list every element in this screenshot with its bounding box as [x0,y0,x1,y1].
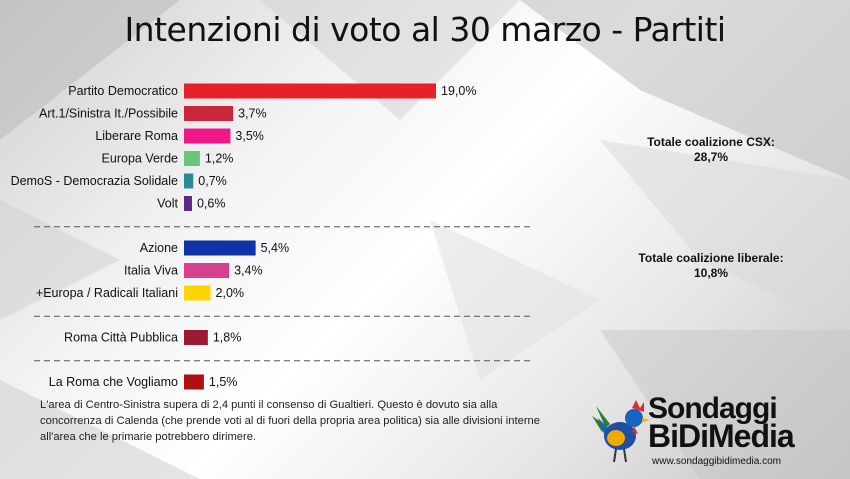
bar [184,374,204,390]
bar [184,106,234,121]
bar [184,196,192,211]
csx-total-label: Totale coalizione CSX: [647,135,775,149]
bidimedia-logo[interactable]: Sondaggi BiDiMedia www.sondaggibidimedia… [590,392,845,472]
category-label: Liberare Roma [95,129,178,143]
liberal-total: Totale coalizione liberale: 10,8% [621,251,801,281]
bar [184,128,231,144]
category-label: Europa Verde [102,152,178,166]
bar [184,330,208,345]
data-label: 3,4% [234,264,262,278]
data-label: 1,8% [213,331,242,345]
bar [184,83,436,99]
footnote: L'area di Centro-Sinistra supera di 2,4 … [40,399,540,443]
category-label: DemoS - Democrazia Solidale [11,174,178,188]
logo-url[interactable]: www.sondaggibidimedia.com [652,456,781,467]
bar [184,240,256,256]
logo-text-line1: Sondaggi [648,392,778,425]
page-title: Intenzioni di voto al 30 marzo - Partiti [124,10,726,49]
csx-total-value: 28,7% [693,150,729,164]
bar [184,151,200,166]
data-label: 0,7% [198,174,227,188]
category-label: Italia Viva [124,264,178,278]
liberal-total-value: 10,8% [693,266,729,280]
category-label: La Roma che Vogliamo [49,375,178,389]
data-label: 19,0% [441,84,476,98]
bar [184,285,211,301]
data-label: 1,2% [205,152,234,166]
data-label: 5,4% [261,241,290,255]
category-label: +Europa / Radicali Italiani [36,286,178,300]
rooster-icon [592,400,650,463]
data-label: 2,0% [216,286,245,300]
logo-text-line2: BiDiMedia [648,418,795,454]
bar [184,263,230,278]
data-label: 0,6% [197,197,226,211]
data-label: 3,7% [238,107,266,121]
category-label: Roma Città Pubblica [64,331,178,345]
category-label: Art.1/Sinistra It./Possibile [39,107,178,121]
category-label: Azione [140,241,178,255]
data-label: 3,5% [235,129,264,143]
category-label: Volt [157,197,178,211]
bar [184,173,194,189]
data-label: 1,5% [209,375,238,389]
csx-total: Totale coalizione CSX: 28,7% [621,135,801,165]
category-label: Partito Democratico [68,84,178,98]
liberal-total-label: Totale coalizione liberale: [638,251,784,265]
